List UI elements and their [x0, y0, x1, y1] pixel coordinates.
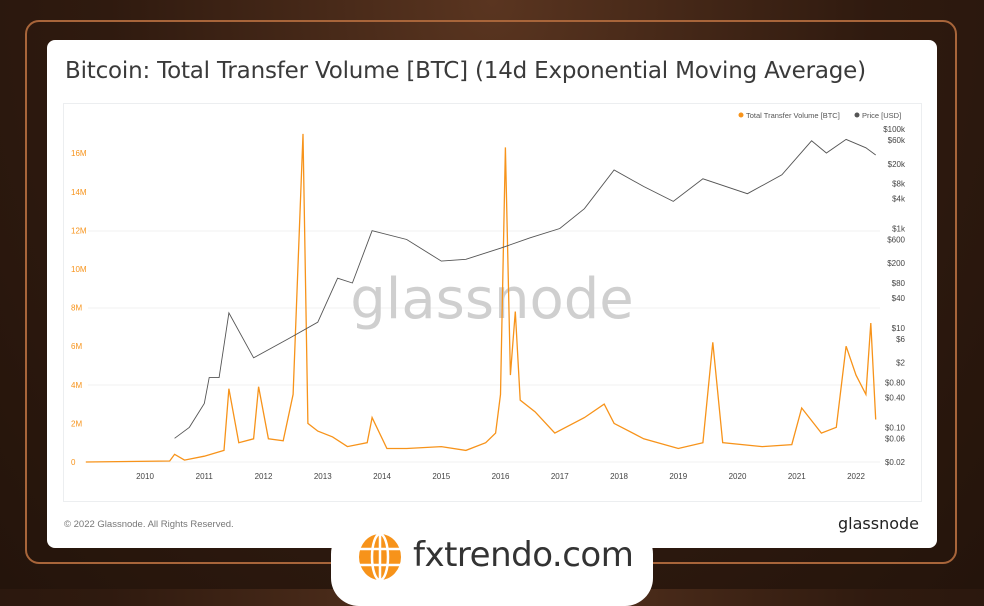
y-right-tick: $2: [896, 359, 905, 368]
x-tick: 2022: [847, 472, 865, 481]
y-right-tick: $1k: [892, 224, 906, 233]
x-tick: 2011: [196, 472, 214, 481]
y-right-tick: $4k: [892, 195, 906, 204]
x-tick: 2012: [255, 472, 273, 481]
chart-svg: glassnode 0 2M 4M 6M 8M 10M 12M 14M 16M $100k $60k $…: [71, 111, 906, 481]
copyright: © 2022 Glassnode. All Rights Reserved.: [64, 519, 234, 530]
chart-area: [63, 103, 922, 502]
y-right-tick: $100k: [883, 125, 906, 134]
x-tick: 2017: [551, 472, 569, 481]
y-left-tick: 2M: [71, 419, 82, 428]
y-left-tick: 8M: [71, 304, 82, 313]
y-right-tick: $0.06: [885, 434, 906, 443]
x-tick: 2021: [788, 472, 806, 481]
legend-label-volume: Total Transfer Volume [BTC]: [746, 111, 840, 120]
chart-card: Bitcoin: Total Transfer Volume [BTC] (14…: [47, 40, 937, 548]
y-right-tick: $600: [887, 235, 905, 244]
y-left-tick: 0: [71, 458, 76, 467]
y-right-tick: $0.02: [885, 458, 906, 467]
watermark: glassnode: [350, 267, 634, 332]
y-left-tick: 14M: [71, 188, 87, 197]
y-right-tick: $20k: [888, 160, 906, 169]
x-tick: 2016: [492, 472, 510, 481]
y-right-tick: $200: [887, 259, 905, 268]
x-tick: 2013: [314, 472, 332, 481]
y-left-tick: 16M: [71, 149, 87, 158]
x-tick: 2014: [373, 472, 391, 481]
y-right-tick: $0.10: [885, 423, 906, 432]
y-right-tick: $10: [892, 324, 906, 333]
x-tick: 2010: [136, 472, 154, 481]
y-right-tick: $40: [892, 294, 906, 303]
y-left-tick: 12M: [71, 226, 87, 235]
brand-logo: glassnode: [837, 514, 919, 533]
x-tick: 2018: [610, 472, 628, 481]
y-left-tick: 6M: [71, 342, 82, 351]
y-right-tick: $6: [896, 335, 905, 344]
y-right-tick: $8k: [892, 180, 906, 189]
y-right-tick: $60k: [888, 136, 906, 145]
legend-label-price: Price [USD]: [862, 111, 901, 120]
y-left-tick: 10M: [71, 265, 87, 274]
series-volume-line: [85, 133, 877, 463]
legend-marker-price: [854, 112, 860, 118]
y-right-tick: $80: [892, 279, 906, 288]
badge-text: fxtrendo.com: [413, 535, 634, 575]
chart-title: Bitcoin: Total Transfer Volume [BTC] (14…: [65, 58, 866, 84]
y-right-tick: $0.80: [885, 378, 906, 387]
x-tick: 2020: [729, 472, 747, 481]
x-tick: 2019: [669, 472, 687, 481]
y-right-tick: $0.40: [885, 393, 906, 402]
x-tick: 2015: [432, 472, 450, 481]
series-price-line: [174, 138, 876, 439]
y-left-tick: 4M: [71, 381, 82, 390]
legend-marker-volume: [738, 112, 744, 118]
